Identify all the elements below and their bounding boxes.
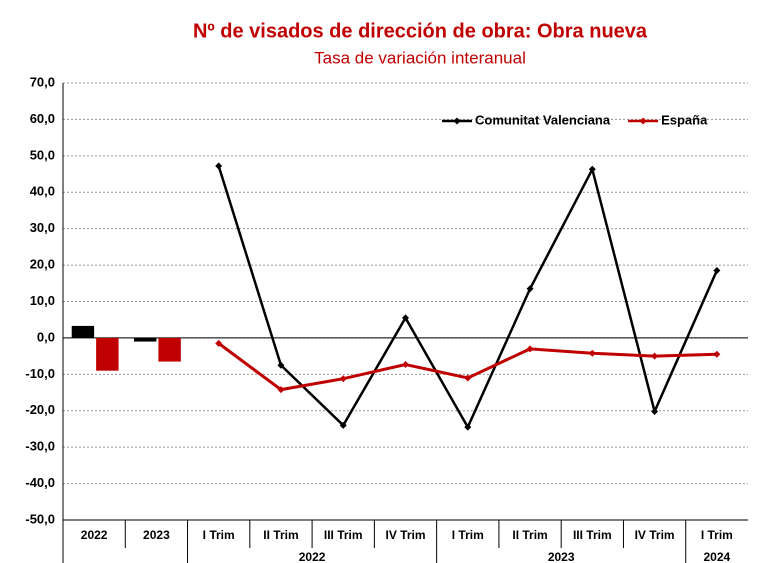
y-tick-label: -30,0 bbox=[25, 439, 55, 454]
point bbox=[713, 350, 721, 358]
x-tick-label: III Trim bbox=[573, 528, 612, 542]
point bbox=[713, 267, 721, 275]
point bbox=[526, 285, 534, 293]
chart-subtitle: Tasa de variación interanual bbox=[314, 48, 526, 67]
point bbox=[277, 361, 285, 369]
x-tick-label: IV Trim bbox=[635, 528, 675, 542]
x-tick-label: 2022 bbox=[81, 528, 108, 542]
bar bbox=[96, 337, 119, 371]
y-tick-label: -40,0 bbox=[25, 475, 55, 490]
x-tick-label: I Trim bbox=[203, 528, 235, 542]
y-tick-label: -10,0 bbox=[25, 366, 55, 381]
y-tick-label: -50,0 bbox=[25, 511, 55, 526]
legend-marker bbox=[453, 117, 461, 125]
y-tick-label: -20,0 bbox=[25, 402, 55, 417]
point bbox=[651, 352, 659, 360]
legend-label: España bbox=[661, 112, 708, 127]
x-tick-label: IV Trim bbox=[385, 528, 425, 542]
point bbox=[588, 349, 596, 357]
bar bbox=[71, 325, 95, 338]
y-tick-label: 50,0 bbox=[30, 147, 55, 162]
point bbox=[651, 407, 659, 415]
x-tick-label: III Trim bbox=[324, 528, 363, 542]
legend-marker bbox=[639, 117, 647, 125]
group-label: 2024 bbox=[704, 550, 731, 563]
point bbox=[277, 386, 285, 394]
point bbox=[464, 374, 472, 382]
point bbox=[339, 421, 347, 429]
y-tick-label: 10,0 bbox=[30, 293, 55, 308]
legend-label: Comunitat Valenciana bbox=[475, 112, 611, 127]
x-tick-label: II Trim bbox=[263, 528, 298, 542]
point bbox=[402, 361, 409, 369]
bar bbox=[133, 337, 157, 342]
point bbox=[339, 375, 347, 383]
y-tick-label: 30,0 bbox=[30, 220, 55, 235]
y-tick-label: 20,0 bbox=[30, 257, 55, 272]
group-label: 2023 bbox=[548, 550, 575, 563]
x-tick-label: I Trim bbox=[701, 528, 733, 542]
x-tick-label: 2023 bbox=[143, 528, 170, 542]
group-label: 2022 bbox=[299, 550, 326, 563]
y-tick-label: 40,0 bbox=[30, 184, 55, 199]
point bbox=[464, 423, 472, 431]
point bbox=[588, 165, 596, 173]
x-tick-label: II Trim bbox=[512, 528, 547, 542]
point bbox=[526, 345, 534, 353]
point bbox=[402, 314, 409, 322]
chart-title: Nº de visados de dirección de obra: Obra… bbox=[193, 20, 648, 42]
point bbox=[215, 162, 223, 170]
point bbox=[215, 339, 223, 347]
bar bbox=[158, 337, 181, 362]
y-tick-label: 70,0 bbox=[30, 74, 55, 89]
y-tick-label: 0,0 bbox=[37, 329, 55, 344]
y-tick-label: 60,0 bbox=[30, 111, 55, 126]
x-tick-label: I Trim bbox=[452, 528, 484, 542]
